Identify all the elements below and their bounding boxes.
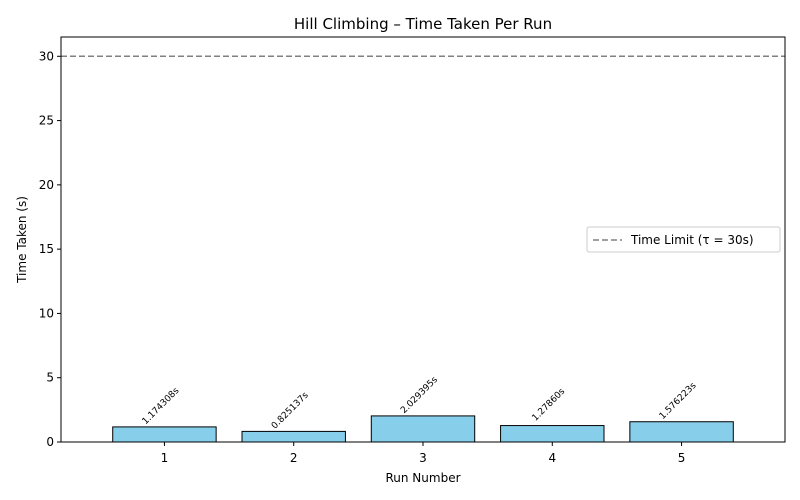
y-tick-label: 10 bbox=[39, 306, 54, 320]
legend-box bbox=[586, 226, 781, 253]
y-axis-label: Time Taken (s) bbox=[15, 196, 29, 284]
bar-run-5 bbox=[629, 421, 734, 443]
bar-run-4 bbox=[500, 425, 605, 443]
y-tick-label: 30 bbox=[39, 49, 54, 63]
legend: Time Limit (τ = 30s) bbox=[586, 226, 781, 253]
x-tick-label: 1 bbox=[161, 451, 169, 465]
bar-run-1 bbox=[112, 426, 217, 443]
y-tick-label: 0 bbox=[46, 435, 54, 449]
y-tick-label: 20 bbox=[39, 178, 54, 192]
bar-run-3 bbox=[370, 415, 476, 443]
x-tick-label: 4 bbox=[548, 451, 556, 465]
y-tick-label: 5 bbox=[46, 371, 54, 385]
x-axis-label: Run Number bbox=[385, 471, 460, 485]
y-tick-label: 15 bbox=[39, 242, 54, 256]
chart-title: Hill Climbing – Time Taken Per Run bbox=[294, 15, 552, 33]
y-tick-label: 25 bbox=[39, 114, 54, 128]
legend-entry-time-limit: Time Limit (τ = 30s) bbox=[630, 233, 754, 247]
bar-run-2 bbox=[241, 430, 346, 443]
plot-frame bbox=[60, 36, 786, 443]
x-tick-label: 5 bbox=[678, 451, 686, 465]
x-tick-label: 2 bbox=[290, 451, 298, 465]
x-tick-label: 3 bbox=[419, 451, 427, 465]
